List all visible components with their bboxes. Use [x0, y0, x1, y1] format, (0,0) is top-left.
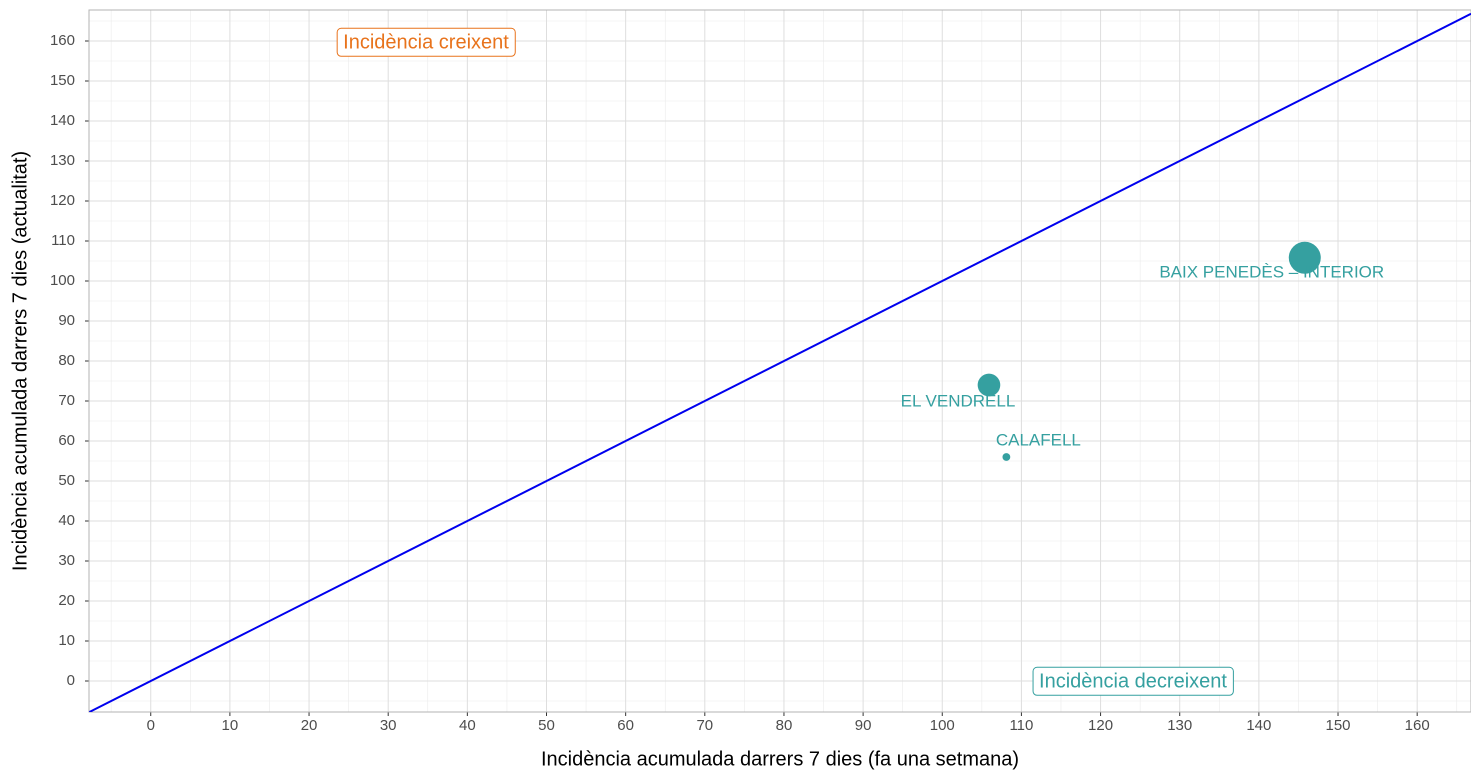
x-tick-label: 160: [1405, 717, 1430, 734]
y-tick-label: 90: [58, 312, 75, 329]
y-tick-label: 100: [50, 272, 75, 289]
y-tick-label: 30: [58, 552, 75, 569]
x-tick-label: 130: [1167, 717, 1192, 734]
point-label: CALAFELL: [996, 430, 1081, 449]
y-tick-label: 70: [58, 392, 75, 409]
annotation-box: [1032, 666, 1234, 696]
x-tick-label: 30: [380, 717, 397, 734]
point-label: EL VENDRELL: [901, 391, 1016, 410]
x-tick-label: 90: [855, 717, 872, 734]
x-axis-title: Incidència acumulada darrers 7 dies (fa …: [541, 748, 1019, 770]
y-tick-label: 120: [50, 192, 75, 209]
y-tick-label: 140: [50, 112, 75, 129]
bubble: [977, 373, 1001, 397]
y-tick-label: 0: [67, 672, 75, 689]
identity-line: [89, 12, 1471, 712]
x-tick-label: 70: [696, 717, 713, 734]
bubble: [1288, 241, 1321, 274]
x-tick-label: 20: [301, 717, 318, 734]
annotation-box: [336, 27, 516, 57]
y-axis-title: Incidència acumulada darrers 7 dies (act…: [9, 151, 31, 571]
x-tick-label: 110: [1009, 717, 1033, 734]
y-tick-label: 50: [58, 472, 75, 489]
x-tick-label: 10: [222, 717, 239, 734]
x-tick-label: 80: [776, 717, 793, 734]
y-tick-label: 80: [58, 352, 75, 369]
y-tick-label: 60: [58, 432, 75, 449]
x-tick-label: 40: [459, 717, 476, 734]
x-tick-label: 150: [1326, 717, 1351, 734]
y-tick-label: 20: [58, 592, 75, 609]
y-tick-label: 40: [58, 512, 75, 529]
y-tick-label: 130: [50, 152, 75, 169]
panel-border: [88, 9, 1471, 713]
x-tick-label: 60: [617, 717, 634, 734]
y-tick-label: 160: [50, 32, 75, 49]
x-tick-label: 100: [930, 717, 955, 734]
y-tick-label: 110: [51, 232, 75, 249]
y-tick-label: 10: [58, 632, 75, 649]
bubble: [1002, 453, 1011, 461]
annotation: Incidència creixent: [343, 31, 509, 53]
annotation: Incidència decreixent: [1039, 670, 1227, 692]
x-tick-label: 140: [1246, 717, 1271, 734]
point-label: BAIX PENEDÈS – INTERIOR: [1159, 262, 1384, 281]
x-tick-label: 120: [1088, 717, 1113, 734]
x-tick-label: 50: [538, 717, 555, 734]
y-tick-label: 150: [50, 72, 75, 89]
x-tick-label: 0: [147, 717, 155, 734]
